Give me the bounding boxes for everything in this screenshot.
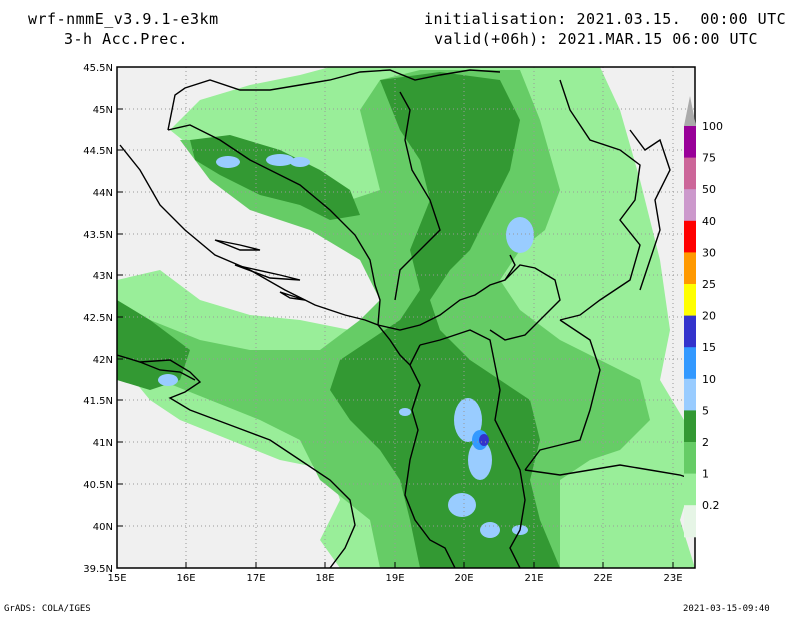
lat-label: 44N	[93, 188, 113, 199]
lon-labels: 15E 16E 17E 18E 19E 20E 21E 22E 23E	[107, 573, 682, 584]
lon-label: 20E	[454, 573, 473, 584]
colorbar-label: 5	[702, 404, 709, 417]
colorbar-label: 10	[702, 373, 716, 386]
precip-cell	[448, 493, 476, 517]
colorbar-swatch	[684, 252, 696, 285]
colorbar-label: 1	[702, 468, 709, 481]
island-2	[234, 264, 301, 281]
precip-heavy-area	[330, 72, 560, 568]
lat-label: 39.5N	[83, 564, 113, 575]
colorbar-swatch	[684, 315, 696, 348]
border-east	[629, 129, 671, 291]
precip-cell	[454, 398, 482, 442]
lon-label: 19E	[385, 573, 404, 584]
border-serbia-bulgaria	[559, 79, 641, 321]
colorbar-swatch	[684, 347, 696, 380]
lat-label: 42.5N	[83, 313, 113, 324]
precip-15-20-cell	[479, 434, 489, 446]
colorbar-label: 30	[702, 246, 716, 259]
precip-heavy-west	[117, 300, 190, 390]
colorbar-swatch	[684, 378, 696, 411]
precip-cell	[158, 374, 178, 386]
lat-label: 42N	[93, 355, 113, 366]
lon-label: 23E	[663, 573, 682, 584]
lat-label: 44.5N	[83, 146, 113, 157]
colorbar: 100 75 50 40 30 25 20 15 10 5 2 1 0.2	[684, 96, 723, 538]
precip-cell	[216, 156, 240, 168]
colorbar-label: 75	[702, 152, 716, 165]
lat-label: 43N	[93, 271, 113, 282]
colorbar-arrow-top	[684, 96, 696, 126]
colorbar-swatch	[684, 442, 696, 475]
border-albania-east	[419, 329, 526, 568]
colorbar-label: 2	[702, 436, 709, 449]
lat-labels: 45.5N 45N 44.5N 44N 43.5N 43N 42.5N 42N …	[83, 63, 113, 575]
colorbar-label: 15	[702, 341, 716, 354]
border-albania-north	[409, 344, 421, 366]
coastline-adriatic	[119, 144, 456, 568]
lat-label: 43.5N	[83, 230, 113, 241]
lon-label: 18E	[315, 573, 334, 584]
colorbar-label: 0.2	[702, 499, 720, 512]
lat-label: 41N	[93, 438, 113, 449]
precip-cell	[266, 154, 294, 166]
coastline-gargano	[139, 361, 196, 381]
lon-label: 16E	[176, 573, 195, 584]
precip-cell	[290, 157, 310, 167]
colorbar-label: 40	[702, 215, 716, 228]
axis-ticks	[116, 66, 674, 569]
lon-label: 22E	[593, 573, 612, 584]
field-title: 3-h Acc.Prec.	[64, 30, 188, 48]
border-drina	[394, 91, 441, 301]
colorbar-label: 20	[702, 310, 716, 323]
colorbar-label: 50	[702, 183, 716, 196]
island-3	[279, 291, 306, 301]
lat-label: 40.5N	[83, 480, 113, 491]
lat-label: 40N	[93, 522, 113, 533]
lon-label: 15E	[107, 573, 126, 584]
precip-cell	[399, 408, 411, 416]
precip-cell	[506, 217, 534, 253]
colorbar-swatch	[684, 189, 696, 222]
coastline-italy	[117, 354, 356, 568]
border-bosnia-south	[167, 124, 381, 326]
footer-credit: GrADS: COLA/IGES	[4, 604, 91, 614]
footer-timestamp: 2021-03-15-09:40	[683, 604, 770, 614]
colorbar-label: 25	[702, 278, 716, 291]
lat-label: 45.5N	[83, 63, 113, 74]
island-1	[214, 239, 261, 251]
colorbar-label: 100	[702, 120, 723, 133]
precip-cell	[468, 440, 492, 480]
lon-label: 17E	[246, 573, 265, 584]
colorbar-swatch	[684, 157, 696, 190]
colorbar-swatch	[684, 284, 696, 317]
border-macedonia-bulgaria	[524, 319, 601, 471]
colorbar-swatch	[684, 220, 696, 253]
border-kosovo	[489, 264, 561, 341]
colorbar-swatch	[684, 473, 696, 506]
model-title: wrf-nmmE_v3.9.1-e3km	[28, 10, 219, 28]
colorbar-swatch	[684, 126, 696, 159]
boundaries	[117, 69, 695, 568]
lat-label: 45N	[93, 105, 113, 116]
border-greece	[524, 464, 695, 481]
lat-label: 41.5N	[83, 396, 113, 407]
init-time: initialisation: 2021.03.15. 00:00 UTC	[424, 10, 787, 28]
colorbar-swatch	[684, 505, 696, 538]
precip-cell	[480, 522, 500, 538]
precip-5-10-cells	[158, 154, 534, 538]
valid-time: valid(+06h): 2021.MAR.15 06:00 UTC	[434, 30, 759, 48]
colorbar-swatch	[684, 410, 696, 443]
lon-label: 21E	[524, 573, 543, 584]
border-bosnia-croatia	[167, 69, 501, 131]
border-montenegro	[377, 254, 516, 331]
